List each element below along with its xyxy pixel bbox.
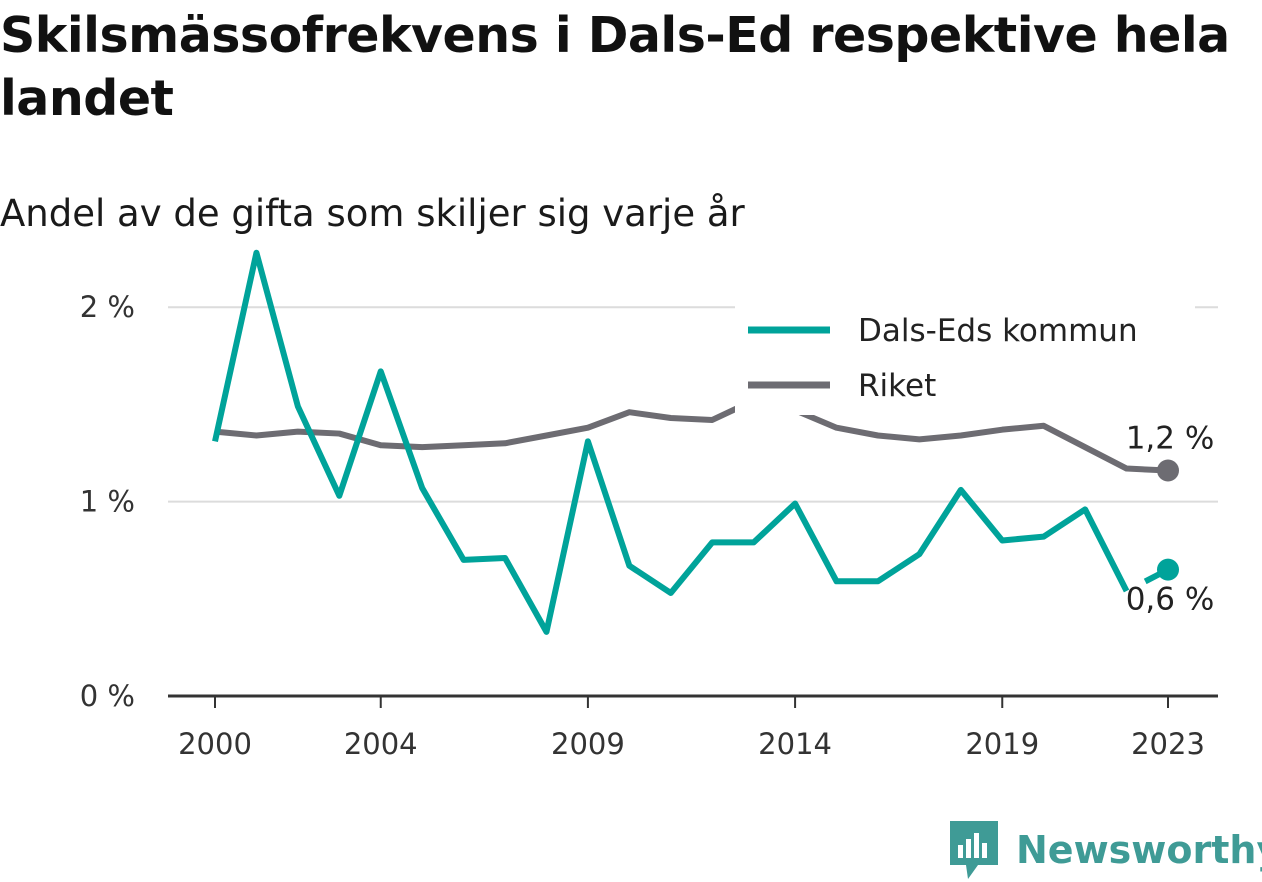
- legend: Dals-Eds kommun Riket: [735, 305, 1195, 415]
- line-chart: 0 % 1 % 2 % 2000 2004 2009 2014 2019 2023 Dals-E…: [80, 249, 1218, 761]
- x-tick-label: 2019: [965, 727, 1039, 761]
- x-tick-label: 2014: [758, 727, 832, 761]
- newsworthy-logo-icon: [950, 821, 998, 879]
- y-tick-label: 2 %: [80, 290, 135, 324]
- y-tick-label: 0 %: [80, 679, 135, 713]
- y-tick-label: 1 %: [80, 485, 135, 519]
- x-tick-label: 2000: [178, 727, 252, 761]
- legend-background: [735, 305, 1195, 415]
- x-tick-label: 2004: [344, 727, 418, 761]
- axes: 0 % 1 % 2 % 2000 2004 2009 2014 2019 2023: [80, 290, 1218, 761]
- legend-label: Riket: [858, 368, 936, 404]
- end-labels: 1,2 % 0,6 %: [1126, 420, 1215, 617]
- series-end-point: [1157, 459, 1179, 482]
- series-end-point: [1157, 558, 1179, 581]
- x-tick-label: 2023: [1131, 727, 1205, 761]
- x-tick-label: 2009: [551, 727, 625, 761]
- series-line: [212, 249, 1130, 635]
- newsworthy-logo: Newsworthy: [948, 818, 1262, 882]
- chart-title: Skilsmässofrekvens i Dals-Ed respektive …: [0, 7, 1230, 127]
- legend-label: Dals-Eds kommun: [858, 313, 1138, 349]
- chart-subtitle: Andel av de gifta som skiljer sig varje …: [0, 192, 745, 235]
- end-label-riket: 1,2 %: [1126, 420, 1215, 456]
- brand-name: Newsworthy: [1016, 828, 1262, 872]
- series-line: [214, 397, 1169, 474]
- series-lines: [212, 249, 1179, 635]
- end-label-dals-ed: 0,6 %: [1126, 582, 1215, 618]
